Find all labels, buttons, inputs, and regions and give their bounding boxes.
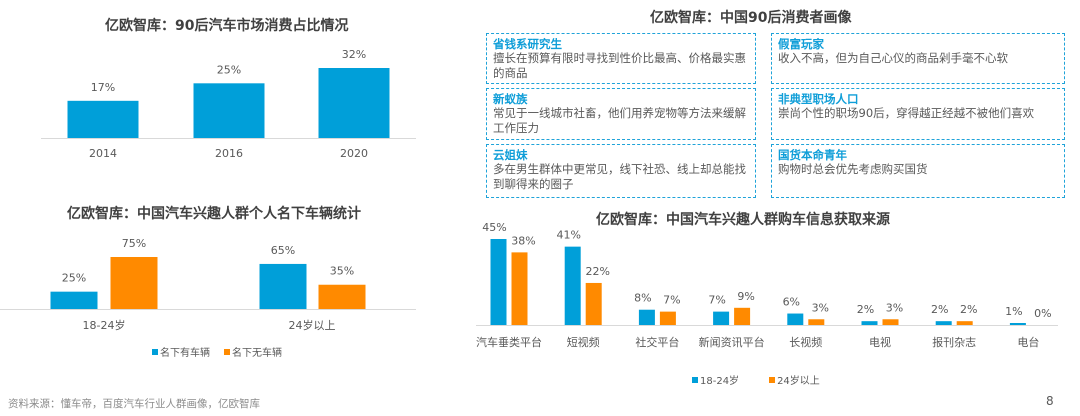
chart3-title: 亿欧智库：中国汽车兴趣人群购车信息获取来源 bbox=[596, 212, 890, 228]
portrait-card-title: 省钱系研究生 bbox=[493, 37, 562, 51]
data-label: 38% bbox=[511, 234, 535, 247]
data-label: 2% bbox=[931, 303, 948, 316]
x-tick-label: 新闻资讯平台 bbox=[699, 335, 765, 349]
x-tick-label: 电台 bbox=[1017, 335, 1039, 349]
portrait-card: 云姐妹 多在男生群体中更常见，线下社恐、线上却总能找到聊得来的圈子 bbox=[486, 144, 756, 198]
bar bbox=[861, 321, 878, 325]
data-label: 2% bbox=[857, 303, 874, 316]
bar bbox=[713, 311, 730, 325]
portrait-card: 非典型职场人口 崇尚个性的职场90后，穿得越正经越不被他们喜欢 bbox=[771, 88, 1065, 140]
data-label: 0% bbox=[1034, 307, 1051, 320]
portrait-title: 亿欧智库：中国90后消费者画像 bbox=[650, 10, 852, 26]
legend-swatch-orange bbox=[224, 348, 230, 355]
data-label: 75% bbox=[122, 237, 146, 250]
data-label: 22% bbox=[585, 265, 609, 278]
x-tick-label: 电视 bbox=[869, 335, 891, 349]
bar bbox=[110, 257, 158, 309]
portrait-card: 新蚁族 常见于一线城市社畜，他们用养宠物等方法来缓解工作压力 bbox=[486, 88, 756, 140]
bar bbox=[1009, 323, 1026, 325]
x-tick-label: 24岁以上 bbox=[289, 318, 336, 332]
data-label: 1% bbox=[1005, 305, 1022, 318]
portrait-card-title: 非典型职场人口 bbox=[778, 92, 859, 106]
x-tick-label: 18-24岁 bbox=[83, 318, 126, 332]
x-tick-label: 长视频 bbox=[789, 335, 822, 349]
legend-item-24-plus: 24岁以上 bbox=[769, 372, 820, 387]
data-label: 41% bbox=[556, 229, 580, 242]
bar bbox=[935, 321, 952, 325]
bar bbox=[638, 309, 655, 325]
bar bbox=[808, 319, 825, 325]
bar bbox=[585, 282, 602, 325]
x-tick-label: 社交平台 bbox=[635, 335, 679, 349]
x-tick-label: 2020 bbox=[340, 147, 368, 160]
data-label: 9% bbox=[737, 290, 754, 303]
data-label: 8% bbox=[634, 292, 651, 305]
x-tick-label: 2014 bbox=[89, 147, 117, 160]
bar bbox=[67, 100, 139, 138]
bar bbox=[956, 321, 973, 325]
bar bbox=[318, 284, 366, 309]
data-label: 17% bbox=[91, 81, 115, 94]
bar bbox=[564, 246, 581, 325]
data-label: 45% bbox=[482, 221, 506, 234]
data-label: 32% bbox=[342, 48, 366, 61]
bar bbox=[787, 313, 804, 325]
portrait-card-desc: 收入不高，但为自己心仪的商品剁手毫不心软 bbox=[778, 51, 1008, 65]
bar bbox=[318, 68, 390, 138]
bar bbox=[259, 263, 307, 309]
legend-item-18-24: 18-24岁 bbox=[692, 372, 739, 387]
bar bbox=[50, 291, 98, 309]
portrait-card-desc: 多在男生群体中更常见，线下社恐、线上却总能找到聊得来的圈子 bbox=[493, 162, 746, 191]
x-tick-label: 汽车垂类平台 bbox=[476, 335, 542, 349]
portrait-card-title: 假富玩家 bbox=[778, 37, 824, 51]
legend-label: 名下无车辆 bbox=[232, 348, 282, 359]
legend-swatch-blue bbox=[152, 348, 158, 355]
portrait-card: 国货本命青年 购物时总会优先考虑购买国货 bbox=[771, 144, 1065, 198]
portrait-card-desc: 崇尚个性的职场90后，穿得越正经越不被他们喜欢 bbox=[778, 106, 1035, 120]
x-tick-label: 短视频 bbox=[567, 335, 600, 349]
data-label: 6% bbox=[783, 296, 800, 309]
chart3-legend: 18-24岁 24岁以上 bbox=[692, 372, 820, 387]
portrait-card: 假富玩家 收入不高，但为自己心仪的商品剁手毫不心软 bbox=[771, 33, 1065, 84]
data-label: 35% bbox=[330, 265, 354, 278]
bar bbox=[734, 307, 751, 325]
portrait-card-desc: 擅长在预算有限时寻找到性价比最高、价格最实惠的商品 bbox=[493, 51, 746, 80]
source-note: 资料来源：懂车帝，百度汽车行业人群画像，亿欧智库 bbox=[8, 398, 260, 410]
chart2-legend: 名下有车辆 名下无车辆 bbox=[152, 344, 282, 359]
portrait-card-title: 云姐妹 bbox=[493, 148, 528, 162]
portrait-card: 省钱系研究生 擅长在预算有限时寻找到性价比最高、价格最实惠的商品 bbox=[486, 33, 756, 84]
legend-item-owns-car: 名下有车辆 bbox=[152, 344, 210, 359]
chart1-title: 亿欧智库：90后汽车市场消费占比情况 bbox=[105, 18, 349, 34]
data-label: 25% bbox=[62, 272, 86, 285]
data-label: 3% bbox=[812, 301, 829, 314]
portrait-card-title: 新蚁族 bbox=[493, 92, 528, 106]
bar bbox=[659, 311, 676, 325]
legend-item-no-car: 名下无车辆 bbox=[224, 344, 282, 359]
portrait-card-desc: 常见于一线城市社畜，他们用养宠物等方法来缓解工作压力 bbox=[493, 106, 746, 135]
data-label: 7% bbox=[708, 294, 725, 307]
chart2-title: 亿欧智库：中国汽车兴趣人群个人名下车辆统计 bbox=[67, 206, 361, 222]
legend-swatch-orange bbox=[769, 376, 776, 383]
data-label: 7% bbox=[663, 294, 680, 307]
data-label: 2% bbox=[960, 303, 977, 316]
page-number: 8 bbox=[1046, 394, 1054, 408]
legend-label: 18-24岁 bbox=[700, 376, 740, 387]
bar bbox=[882, 319, 899, 325]
data-label: 65% bbox=[271, 244, 295, 257]
legend-swatch-blue bbox=[692, 376, 698, 383]
x-tick-label: 报刊杂志 bbox=[932, 335, 976, 349]
bar bbox=[511, 252, 528, 325]
legend-label: 24岁以上 bbox=[777, 376, 820, 387]
portrait-card-desc: 购物时总会优先考虑购买国货 bbox=[778, 162, 928, 176]
x-tick-label: 2016 bbox=[215, 147, 243, 160]
bar bbox=[193, 83, 265, 138]
bar bbox=[490, 239, 507, 325]
portrait-card-title: 国货本命青年 bbox=[778, 148, 847, 162]
legend-label: 名下有车辆 bbox=[160, 348, 210, 359]
data-label: 25% bbox=[217, 63, 241, 76]
data-label: 3% bbox=[886, 301, 903, 314]
